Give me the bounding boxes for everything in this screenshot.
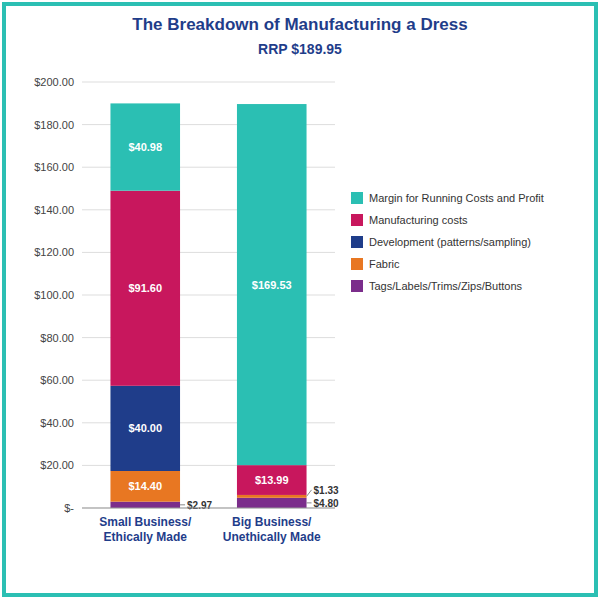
y-tick-label: $40.00 <box>40 417 74 429</box>
value-label: $13.99 <box>255 474 289 486</box>
bar-segment <box>110 191 180 386</box>
value-label: $2.97 <box>187 500 212 511</box>
title: The Breakdown of Manufacturing a Dress <box>132 15 467 34</box>
x-tick-label-line: Big Business/ <box>232 515 312 529</box>
legend-swatch <box>351 280 363 292</box>
value-label: $40.00 <box>128 422 162 434</box>
grid <box>82 82 335 508</box>
value-labels: $14.40 $40.00 $91.60 $13.99 $40.98 $169.53 $2.… <box>128 141 339 511</box>
legend-label: Margin for Running Costs and Profit <box>369 192 544 204</box>
bars <box>110 103 306 508</box>
bar-segment <box>237 465 307 495</box>
legend-label: Manufacturing costs <box>369 214 468 226</box>
grid-line <box>82 82 335 83</box>
value-label: $91.60 <box>128 282 162 294</box>
chart: The Breakdown of Manufacturing a Dress RR… <box>0 0 600 599</box>
y-tick-label: $80.00 <box>40 332 74 344</box>
x-tick-label-line: Ethically Made <box>104 530 188 544</box>
bar-segment <box>237 104 307 465</box>
y-tick-label: $140.00 <box>34 204 74 216</box>
value-label: $4.80 <box>314 498 339 509</box>
outer-border <box>4 4 596 595</box>
value-label: $40.98 <box>128 141 162 153</box>
legend: Margin for Running Costs and Profit Manuf… <box>351 192 544 292</box>
legend-swatch <box>351 258 363 270</box>
legend-label: Fabric <box>369 258 400 270</box>
legend-label: Development (patterns/sampling) <box>369 236 531 248</box>
y-tick-label: $200.00 <box>34 76 74 88</box>
x-axis <box>82 508 335 509</box>
grid-line <box>82 508 335 509</box>
legend-swatch <box>351 192 363 204</box>
bar-segment <box>237 495 307 498</box>
legend-swatch <box>351 236 363 248</box>
value-label: $169.53 <box>252 279 292 291</box>
x-tick-label-line: Small Business/ <box>99 515 192 529</box>
bar-segment <box>110 502 180 508</box>
y-tick-label: $180.00 <box>34 119 74 131</box>
label-leader <box>307 502 312 503</box>
y-tick-label: $120.00 <box>34 246 74 258</box>
bar-segment <box>110 103 180 190</box>
y-tick-label: $20.00 <box>40 459 74 471</box>
x-tick-label: Small Business/Ethically Made <box>99 515 192 544</box>
value-label: $14.40 <box>128 480 162 492</box>
bar-segment <box>110 386 180 471</box>
value-label: $1.33 <box>314 485 339 496</box>
legend-swatch <box>351 214 363 226</box>
bar-segment <box>110 471 180 502</box>
legend-label: Tags/Labels/Trims/Zips/Buttons <box>369 280 523 292</box>
subtitle: RRP $189.95 <box>258 41 342 57</box>
y-tick-label: $- <box>64 502 74 514</box>
y-tick-label: $60.00 <box>40 374 74 386</box>
x-tick-label-line: Unethically Made <box>223 530 321 544</box>
label-leader <box>307 490 312 496</box>
x-tick-label: Big Business/Unethically Made <box>223 515 321 544</box>
y-tick-label: $160.00 <box>34 161 74 173</box>
y-tick-label: $100.00 <box>34 289 74 301</box>
label-leader <box>180 504 185 505</box>
bar-segment <box>237 498 307 508</box>
